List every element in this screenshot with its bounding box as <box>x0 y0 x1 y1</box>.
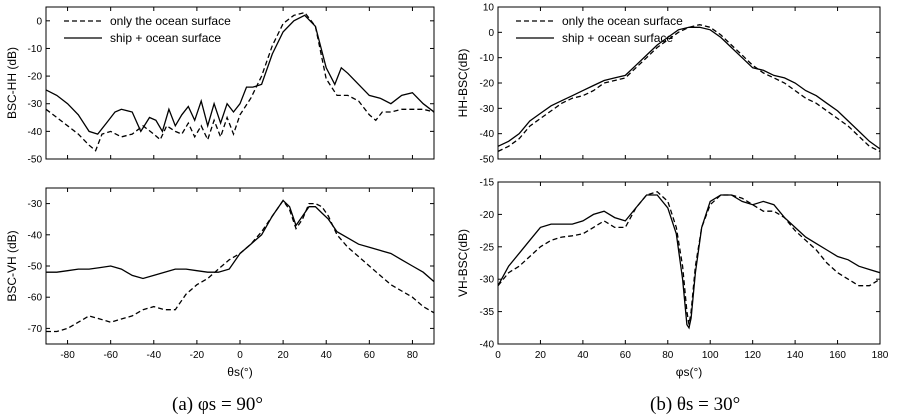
series-line-ship-ocean <box>498 194 880 330</box>
series-line-ocean-only <box>46 199 434 333</box>
y-axis-label: BSC-VH (dB) <box>5 230 19 301</box>
y-tick-label: -15 <box>480 178 495 189</box>
y-tick-label: -40 <box>480 129 495 140</box>
x-tick-label: -60 <box>103 350 118 361</box>
chart-a-bottom: -30 -40 -50 -60 -70 -80 -60 -40 -20 0 20 40 60 80 BSC-… <box>5 187 435 379</box>
legend-label: only the ocean surface <box>562 14 683 28</box>
y-tick-label: -40 <box>480 340 495 351</box>
series-line-ocean-only <box>498 24 880 152</box>
x-tick-label: 180 <box>872 350 889 361</box>
x-tick-label: 0 <box>237 350 243 361</box>
series-line-ship-ocean <box>498 26 880 150</box>
y-tick-label: -40 <box>28 127 43 138</box>
x-tick-label: 120 <box>744 350 761 361</box>
y-tick-label: -20 <box>480 79 495 90</box>
y-tick-label: 0 <box>488 28 494 39</box>
series-line-ocean-only <box>46 11 434 152</box>
x-tick-label: 160 <box>829 350 846 361</box>
y-tick-label: 0 <box>36 16 42 27</box>
x-tick-label: 80 <box>407 350 419 361</box>
x-tick-label: 100 <box>702 350 719 361</box>
y-tick-label: 10 <box>483 3 495 14</box>
y-tick-label: -50 <box>28 262 43 273</box>
y-tick-label: -30 <box>480 104 495 115</box>
x-tick-label: -80 <box>60 350 75 361</box>
y-tick-label: -20 <box>480 210 495 221</box>
y-axis-label: BSC-HH (dB) <box>5 47 19 119</box>
x-axis-label: θs(°) <box>227 365 252 379</box>
plot-frame <box>45 6 435 160</box>
x-tick-label: -40 <box>147 350 162 361</box>
chart-b-top: 10 0 -10 -20 -30 -40 -50 HH-BSC(dB) only the oce… <box>456 3 881 166</box>
y-tick-label: -30 <box>480 275 495 286</box>
series-line-ship-ocean <box>46 199 434 283</box>
series-line-ship-ocean <box>46 14 434 135</box>
chart-a-top: 0 -10 -20 -30 -40 -50 BSC-HH (dB) only the ocea… <box>5 6 435 166</box>
legend-label: only the ocean surface <box>110 14 231 28</box>
caption-a: (a) φs = 90° <box>172 394 263 415</box>
y-tick-label: -50 <box>480 155 495 166</box>
y-tick-label: -50 <box>28 155 43 166</box>
plot-frame <box>497 181 881 345</box>
y-tick-label: -10 <box>28 44 43 55</box>
x-tick-label: 60 <box>620 350 632 361</box>
x-tick-label: 40 <box>577 350 589 361</box>
y-tick-label: -30 <box>28 199 43 210</box>
x-tick-label: 140 <box>787 350 804 361</box>
series-line-ocean-only <box>498 190 880 325</box>
x-tick-label: 0 <box>495 350 501 361</box>
chart-b-bottom: -15 -20 -25 -30 -35 -400 20 40 60 80 100 120 140 160 1… <box>456 178 889 380</box>
x-tick-label: 40 <box>321 350 333 361</box>
x-tick-label: 20 <box>278 350 290 361</box>
x-tick-label: 20 <box>535 350 547 361</box>
y-tick-label: -25 <box>480 242 495 253</box>
x-tick-label: 80 <box>662 350 674 361</box>
plot-frame <box>497 6 881 160</box>
legend-label: ship + ocean surface <box>110 31 221 45</box>
caption-b: (b) θs = 30° <box>650 394 740 415</box>
y-axis-label: HH-BSC(dB) <box>456 49 470 118</box>
plot-frame <box>45 187 435 345</box>
legend-label: ship + ocean surface <box>562 31 673 45</box>
y-tick-label: -70 <box>28 324 43 335</box>
y-tick-label: -35 <box>480 307 495 318</box>
x-tick-label: 60 <box>364 350 376 361</box>
x-axis-label: φs(°) <box>676 365 703 379</box>
y-tick-label: -20 <box>28 72 43 83</box>
y-tick-label: -40 <box>28 230 43 241</box>
y-tick-label: -60 <box>28 293 43 304</box>
y-axis-label: VH-BSC(dB) <box>456 229 470 297</box>
y-tick-label: -30 <box>28 99 43 110</box>
x-tick-label: -20 <box>190 350 205 361</box>
y-tick-label: -10 <box>480 53 495 64</box>
